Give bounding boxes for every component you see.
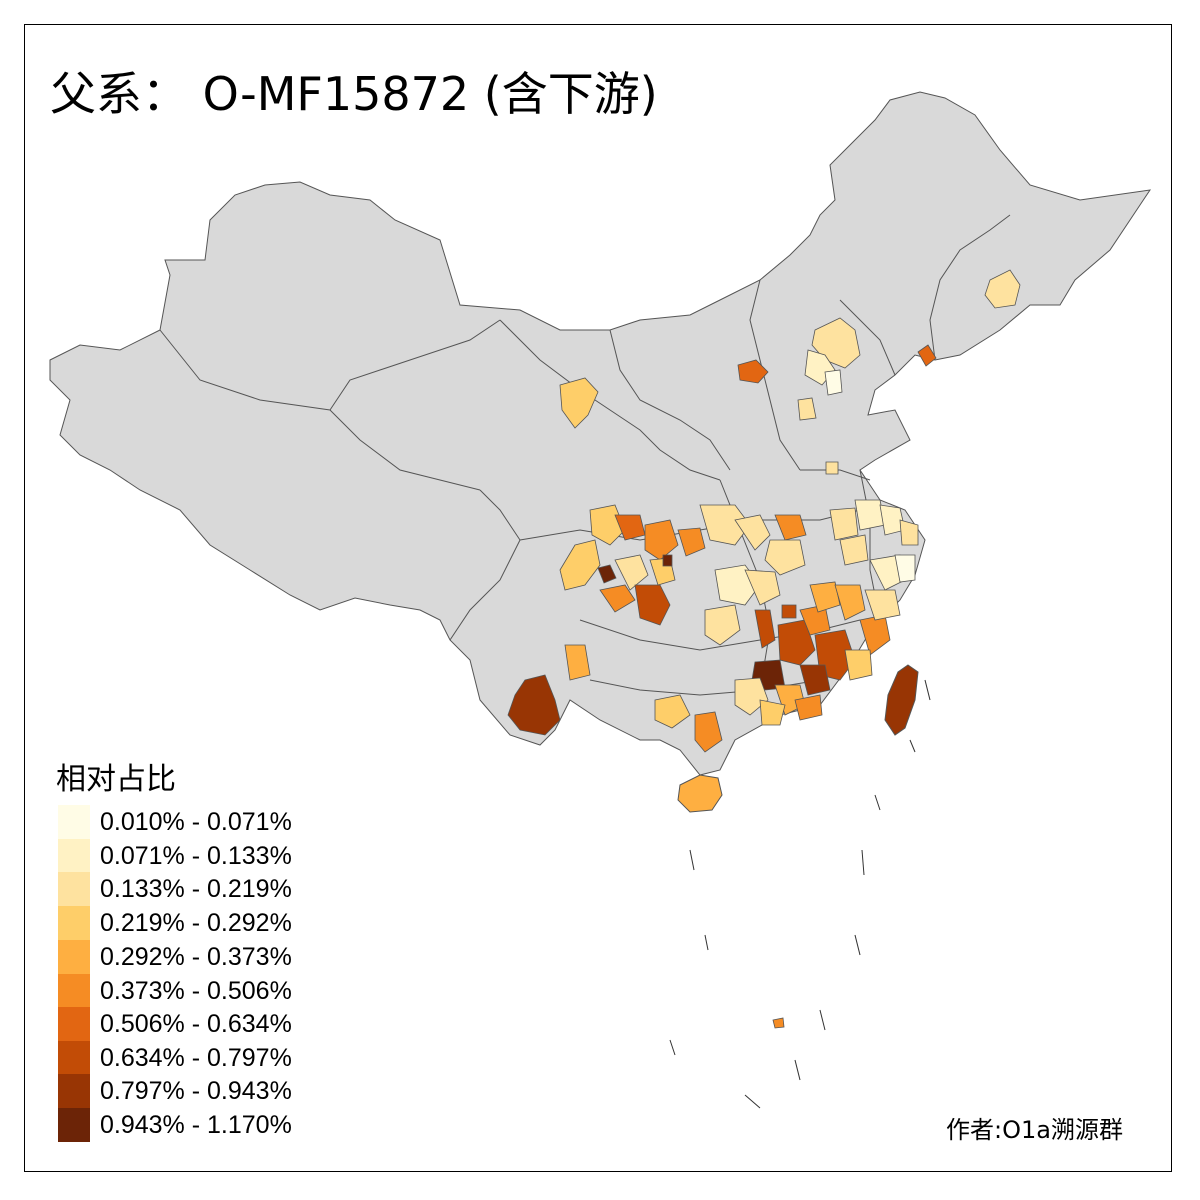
prefecture — [854, 499, 886, 531]
legend-label: 0.943% - 1.170% — [100, 1111, 292, 1139]
legend-label: 0.133% - 0.219% — [100, 875, 292, 903]
prefecture — [634, 584, 671, 626]
prefecture — [844, 649, 873, 681]
hainan — [677, 774, 723, 813]
prefecture — [774, 514, 807, 541]
taiwan — [884, 664, 919, 736]
legend-label: 0.071% - 0.133% — [100, 842, 292, 870]
prefecture — [777, 619, 816, 666]
prefecture — [829, 507, 859, 541]
legend-swatch — [58, 839, 90, 873]
prefecture — [824, 369, 843, 396]
legend-item: 0.506% - 0.634% — [58, 1007, 292, 1041]
map-frame — [24, 24, 1172, 1172]
legend-label: 0.634% - 0.797% — [100, 1044, 292, 1072]
legend-item: 0.373% - 0.506% — [58, 974, 292, 1008]
prefecture — [894, 554, 916, 583]
prefecture — [507, 674, 561, 736]
legend-label: 0.373% - 0.506% — [100, 977, 292, 1005]
legend-swatch — [58, 805, 90, 839]
prefecture — [654, 694, 691, 729]
legend-label: 0.506% - 0.634% — [100, 1010, 292, 1038]
legend-swatch — [58, 906, 90, 940]
legend-item: 0.219% - 0.292% — [58, 906, 292, 940]
china-mainland — [49, 91, 1152, 776]
map-title: 父系： O-MF15872 (含下游) — [50, 67, 658, 121]
legend-item: 0.292% - 0.373% — [58, 940, 292, 974]
legend-swatch — [58, 1041, 90, 1075]
legend-swatch — [58, 974, 90, 1008]
prefecture — [614, 554, 649, 591]
prefecture — [839, 534, 869, 566]
legend-swatch — [58, 1108, 90, 1142]
prefecture — [834, 584, 866, 621]
prefecture — [644, 519, 679, 561]
prefecture — [704, 604, 741, 646]
prefecture — [917, 344, 937, 367]
prefecture — [699, 504, 751, 546]
prefecture — [859, 614, 891, 656]
prefecture — [599, 584, 636, 613]
south-china-sea-outline — [669, 679, 931, 1109]
prefecture — [734, 677, 769, 716]
prefecture — [781, 604, 797, 619]
legend-item: 0.797% - 0.943% — [58, 1074, 292, 1108]
prefecture — [737, 359, 769, 384]
legend-label: 0.797% - 0.943% — [100, 1077, 292, 1105]
prefecture — [984, 269, 1021, 309]
legend-item: 0.634% - 0.797% — [58, 1041, 292, 1075]
legend-swatch — [58, 1074, 90, 1108]
author-credit: 作者:O1a溯源群 — [946, 1116, 1123, 1144]
prefecture — [754, 609, 776, 649]
prefecture-fills — [507, 269, 1021, 1029]
prefecture — [825, 461, 839, 475]
prefecture — [899, 519, 919, 546]
prefecture — [597, 564, 617, 584]
prefecture — [772, 1017, 785, 1029]
prefecture — [794, 694, 823, 721]
prefecture — [694, 711, 723, 753]
prefecture — [559, 539, 601, 591]
prefecture — [797, 397, 817, 421]
prefecture — [809, 581, 841, 613]
legend-label: 0.292% - 0.373% — [100, 943, 292, 971]
prefecture — [564, 644, 591, 681]
legend-item: 0.071% - 0.133% — [58, 839, 292, 873]
prefecture — [734, 514, 771, 551]
prefecture — [799, 664, 831, 696]
legend-label: 0.219% - 0.292% — [100, 909, 292, 937]
legend-swatch — [58, 872, 90, 906]
prefecture — [662, 554, 673, 567]
prefecture — [559, 377, 599, 429]
legend-label: 0.010% - 0.071% — [100, 808, 292, 836]
prefecture — [744, 569, 781, 606]
prefecture — [677, 527, 706, 557]
legend-item: 0.010% - 0.071% — [58, 805, 292, 839]
legend-swatch — [58, 940, 90, 974]
legend-title: 相对占比 — [56, 762, 176, 797]
legend-item: 0.943% - 1.170% — [58, 1108, 292, 1142]
prefecture — [759, 699, 786, 726]
legend-swatch — [58, 1007, 90, 1041]
prefecture — [764, 539, 806, 576]
legend-item: 0.133% - 0.219% — [58, 872, 292, 906]
